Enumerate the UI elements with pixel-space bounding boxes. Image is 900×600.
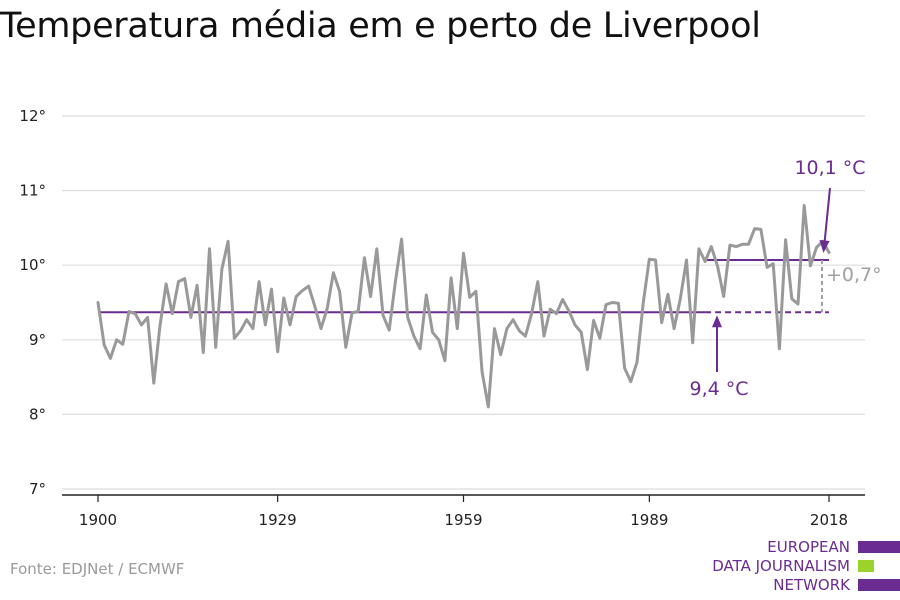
logo-text: EUROPEAN DATA JOURNALISM NETWORK — [712, 538, 850, 595]
logo-bar-middle — [858, 560, 874, 572]
baseline-arrow-head — [712, 315, 722, 328]
y-tick-label: 10° — [19, 256, 46, 274]
logo-line-3: NETWORK — [773, 576, 850, 594]
series-group — [96, 204, 831, 409]
recent-arrow-head — [819, 240, 830, 253]
grid-lines — [62, 115, 865, 490]
y-tick-label: 12° — [19, 107, 46, 125]
series-line — [96, 204, 831, 409]
source-note: Fonte: EDJNet / ECMWF — [10, 560, 185, 578]
x-tick-label: 1900 — [79, 511, 117, 529]
x-tick-label: 1989 — [630, 511, 668, 529]
baseline-label: 9,4 °C — [689, 378, 748, 400]
difference-label: +0,7° — [826, 264, 882, 286]
recent-label: 10,1 °C — [794, 157, 865, 179]
logo-line-1: EUROPEAN — [767, 538, 850, 556]
edjnet-logo: EUROPEAN DATA JOURNALISM NETWORK — [700, 538, 900, 594]
recent-arrow-shaft — [823, 187, 831, 244]
y-tick-label: 7° — [29, 480, 46, 498]
x-axis: 1900 1929 1959 1989 2018 — [62, 494, 865, 529]
chart-title: Temperatura média em e perto de Liverpoo… — [0, 6, 761, 46]
logo-bar-bottom — [858, 579, 900, 591]
x-tick-label: 2018 — [810, 511, 848, 529]
y-tick-label: 9° — [29, 331, 46, 349]
y-tick-label: 11° — [19, 182, 46, 200]
annotations: 9,4 °C 10,1 °C +0,7° — [689, 157, 881, 400]
x-tick-label: 1959 — [444, 511, 482, 529]
logo-line-2: DATA JOURNALISM — [712, 557, 850, 575]
y-axis-ticks: 7° 8° 9° 10° 11° 12° — [19, 107, 46, 498]
y-tick-label: 8° — [29, 405, 46, 423]
x-tick-label: 1929 — [259, 511, 297, 529]
logo-bar-top — [858, 541, 900, 553]
